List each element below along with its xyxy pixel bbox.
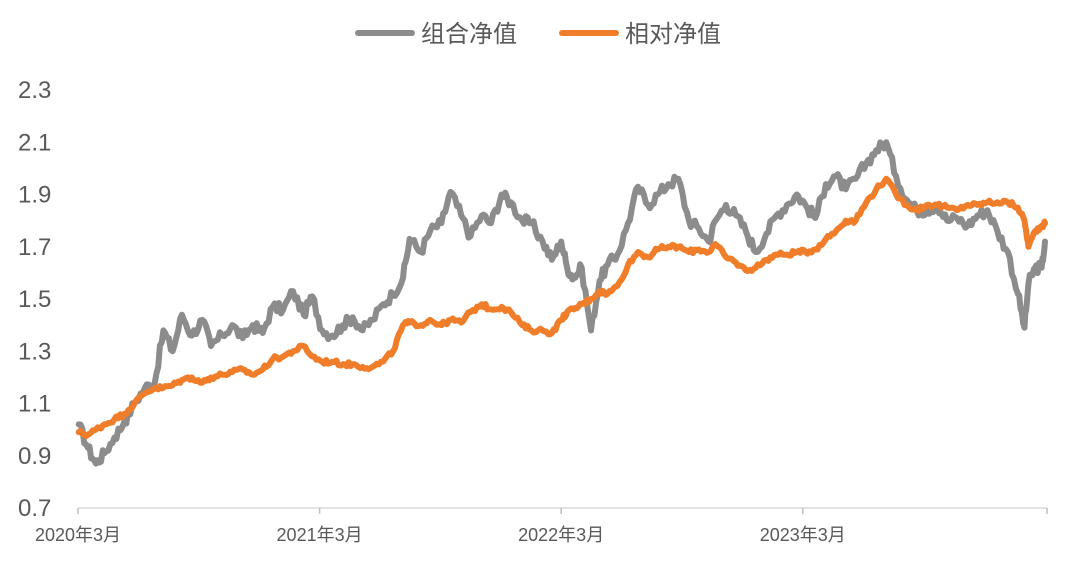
y-tick-label: 2.3 bbox=[18, 77, 51, 104]
x-tick-label: 2021年3月 bbox=[277, 525, 363, 545]
y-tick-label: 1.1 bbox=[18, 391, 51, 418]
legend-label-relative: 相对净值 bbox=[625, 21, 721, 48]
y-tick-label: 0.7 bbox=[18, 495, 51, 522]
series-line-portfolio bbox=[75, 139, 1048, 467]
plot-area bbox=[75, 139, 1048, 467]
x-tick-label: 2023年3月 bbox=[760, 525, 846, 545]
legend: 组合净值 相对净值 bbox=[355, 21, 721, 48]
y-tick-label: 2.1 bbox=[18, 129, 51, 156]
y-tick-label: 1.5 bbox=[18, 286, 51, 313]
x-axis: 2020年3月 2021年3月 2022年3月 2023年3月 bbox=[35, 507, 1048, 545]
y-tick-label: 1.3 bbox=[18, 338, 51, 365]
series-line-relative bbox=[75, 175, 1048, 440]
y-tick-label: 1.7 bbox=[18, 234, 51, 261]
y-tick-label: 0.9 bbox=[18, 443, 51, 470]
legend-label-portfolio: 组合净值 bbox=[421, 21, 517, 48]
y-tick-label: 1.9 bbox=[18, 182, 51, 209]
x-tick-label: 2020年3月 bbox=[35, 525, 121, 545]
x-tick-label: 2022年3月 bbox=[518, 525, 604, 545]
y-axis: 2.3 2.1 1.9 1.7 1.5 1.3 1.1 0.9 0.7 bbox=[18, 77, 51, 522]
